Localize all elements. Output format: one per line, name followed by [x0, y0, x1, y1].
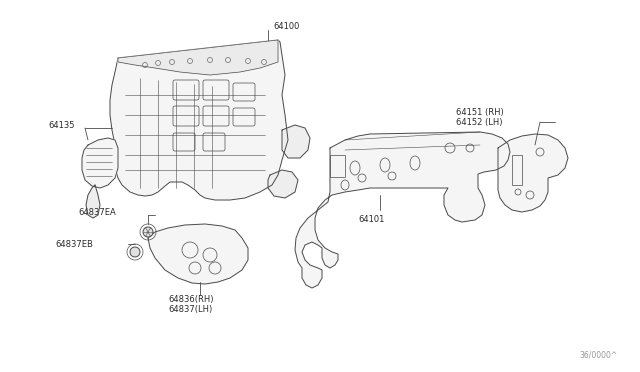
Polygon shape — [82, 138, 118, 188]
Text: 64151 (RH): 64151 (RH) — [456, 108, 504, 117]
Text: 64837(LH): 64837(LH) — [168, 305, 212, 314]
Bar — [330, 155, 345, 177]
Text: 36/0000^: 36/0000^ — [580, 350, 618, 359]
Text: 64152 (LH): 64152 (LH) — [456, 118, 502, 127]
Circle shape — [143, 227, 153, 237]
Text: 64135: 64135 — [48, 121, 74, 129]
Circle shape — [130, 247, 140, 257]
Polygon shape — [498, 134, 568, 212]
Text: 64100: 64100 — [273, 22, 300, 31]
Polygon shape — [295, 132, 510, 288]
Text: 64837EA: 64837EA — [78, 208, 116, 217]
Polygon shape — [268, 170, 298, 198]
Bar — [512, 155, 522, 185]
Text: 64836(RH): 64836(RH) — [168, 295, 214, 304]
Polygon shape — [86, 185, 100, 218]
Text: 64101: 64101 — [358, 215, 385, 224]
Polygon shape — [282, 125, 310, 158]
Polygon shape — [118, 40, 278, 75]
Polygon shape — [148, 224, 248, 284]
Text: 64837EB: 64837EB — [55, 240, 93, 248]
Polygon shape — [110, 40, 288, 200]
